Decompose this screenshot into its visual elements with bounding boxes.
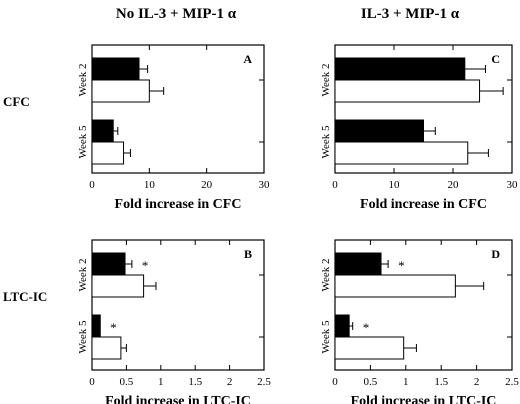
chart-panel-d: D 0 0.5 1 1.5 2 2.5 Fold increase in LTC-IC Week… xyxy=(320,239,519,404)
x-tick-label-c-0: 0 xyxy=(332,179,338,191)
x-tick-label-b-5: 2.5 xyxy=(257,376,271,388)
panel-letter-a: A xyxy=(243,52,252,66)
bar-c-filled-0 xyxy=(334,57,466,81)
plot-frame-b xyxy=(91,239,265,371)
bar-c-open-1 xyxy=(334,141,469,165)
bar-c-filled-1 xyxy=(334,119,424,143)
x-tick-label-d-5: 2.5 xyxy=(505,376,519,388)
x-tick-label-d-4: 2 xyxy=(474,376,480,388)
chart-panel-b: B 0 0.5 1 1.5 2 2.5 Fold increase in LTC-IC Week… xyxy=(77,239,271,404)
x-tick-label-c-3: 30 xyxy=(507,179,519,191)
x-tick-label-a-2: 20 xyxy=(201,179,213,191)
row-label-ltcic: LTC-IC xyxy=(3,289,47,304)
x-tick-label-d-1: 0.5 xyxy=(364,376,378,388)
bar-b-filled-0 xyxy=(91,252,126,276)
x-axis-title-b: Fold increase in LTC-IC xyxy=(105,394,251,404)
row-label-cfc: CFC xyxy=(3,94,30,109)
plot-frame-c xyxy=(334,44,513,174)
bar-b-open-0 xyxy=(91,274,145,298)
bar-d-open-0 xyxy=(334,274,456,298)
category-label-a-0: Week 2 xyxy=(77,63,89,96)
category-label-b-1: Week 5 xyxy=(77,320,89,354)
plot-frame-d xyxy=(334,239,513,371)
column-title-left: No IL-3 + MIP-1 α xyxy=(116,6,237,22)
x-axis-title-a: Fold increase in CFC xyxy=(115,197,242,212)
x-tick-label-b-2: 1 xyxy=(158,376,164,388)
x-tick-label-a-0: 0 xyxy=(89,179,95,191)
x-tick-label-b-3: 1.5 xyxy=(188,376,202,388)
chart-panel-a: A 0 10 20 30 Fold increase in CFC Week 2 Week 5 xyxy=(77,44,271,212)
x-tick-label-a-1: 10 xyxy=(144,179,156,191)
significance-marker-b-0: * xyxy=(142,258,149,273)
bar-d-filled-1 xyxy=(334,314,350,338)
bar-a-open-0 xyxy=(91,79,150,103)
bar-b-open-1 xyxy=(91,336,122,360)
x-tick-label-b-1: 0.5 xyxy=(120,376,134,388)
category-label-b-0: Week 2 xyxy=(77,258,89,291)
bar-a-filled-1 xyxy=(91,119,114,143)
bar-d-filled-0 xyxy=(334,252,382,276)
x-tick-label-b-4: 2 xyxy=(227,376,233,388)
x-axis-title-d: Fold increase in LTC-IC xyxy=(351,394,497,404)
bar-b-filled-1 xyxy=(91,314,101,338)
bar-a-open-1 xyxy=(91,141,125,165)
significance-marker-d-1: * xyxy=(363,320,370,335)
significance-marker-d-0: * xyxy=(398,258,405,273)
x-axis-title-c: Fold increase in CFC xyxy=(360,197,487,212)
bar-d-open-1 xyxy=(334,336,405,360)
plot-frame-a xyxy=(91,44,265,174)
x-tick-label-b-0: 0 xyxy=(89,376,95,388)
x-tick-label-d-0: 0 xyxy=(332,376,338,388)
x-tick-label-d-2: 1 xyxy=(403,376,409,388)
bar-c-open-0 xyxy=(334,79,481,103)
category-label-d-1: Week 5 xyxy=(320,320,332,354)
category-label-d-0: Week 2 xyxy=(320,258,332,291)
x-tick-label-a-3: 30 xyxy=(259,179,271,191)
category-label-c-1: Week 5 xyxy=(320,125,332,159)
panel-letter-c: C xyxy=(491,52,500,66)
significance-marker-b-1: * xyxy=(110,320,117,335)
chart-panel-c: C 0 10 20 30 Fold increase in CFC Week 2 Week 5 xyxy=(320,44,519,212)
panel-letter-b: B xyxy=(244,247,252,261)
category-label-a-1: Week 5 xyxy=(77,125,89,159)
x-tick-label-c-2: 20 xyxy=(448,179,460,191)
x-tick-label-c-1: 10 xyxy=(389,179,401,191)
panel-letter-d: D xyxy=(491,247,500,261)
column-title-right: IL-3 + MIP-1 α xyxy=(361,6,460,22)
bar-a-filled-0 xyxy=(91,57,140,81)
category-label-c-0: Week 2 xyxy=(320,63,332,96)
x-tick-label-d-3: 1.5 xyxy=(434,376,448,388)
